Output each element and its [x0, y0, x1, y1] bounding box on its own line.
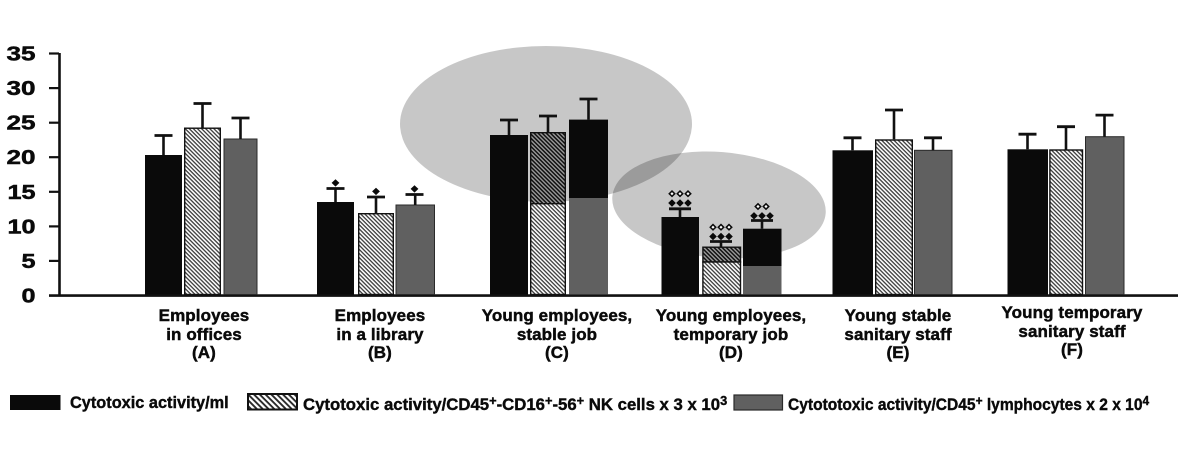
svg-text:10: 10 [8, 216, 36, 238]
svg-text:15: 15 [8, 182, 36, 204]
svg-text:30: 30 [7, 78, 36, 100]
svg-text:5: 5 [22, 251, 36, 273]
svg-text:25: 25 [7, 113, 36, 135]
svg-text:0: 0 [22, 286, 36, 308]
svg-text:35: 35 [7, 44, 36, 66]
svg-text:20: 20 [7, 147, 36, 169]
